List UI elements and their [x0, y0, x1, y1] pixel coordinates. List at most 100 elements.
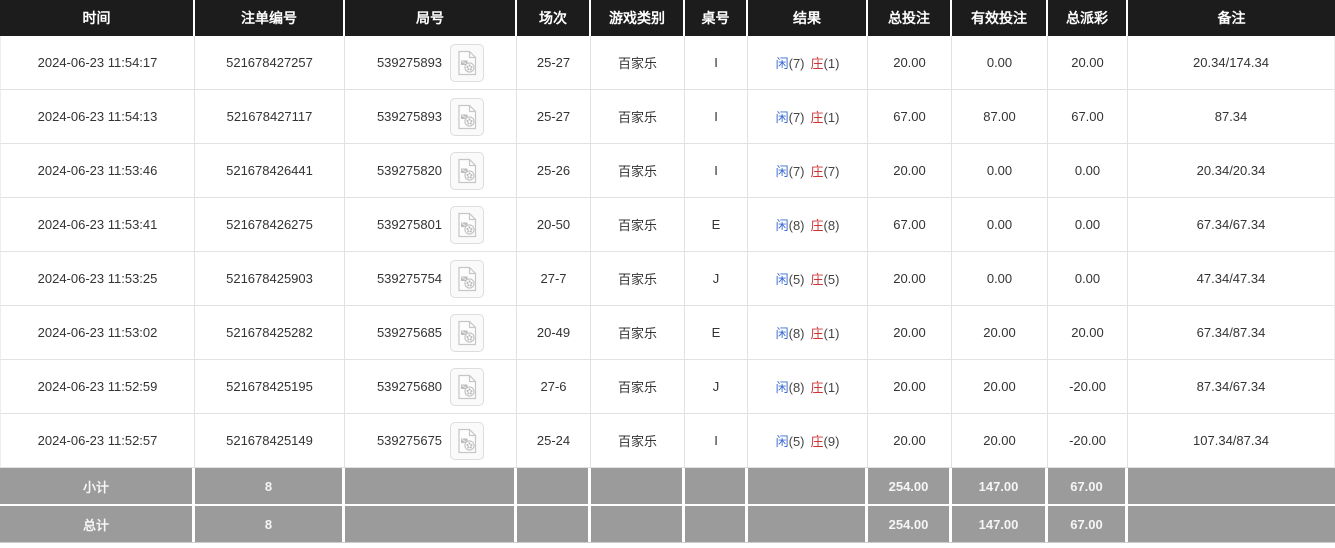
table-no-cell: I [685, 36, 748, 90]
total-payout-cell: 67.00 [1048, 90, 1128, 144]
table-no-cell: J [685, 252, 748, 306]
video-replay-button[interactable] [450, 151, 485, 190]
valid-bet-cell: 0.00 [952, 144, 1048, 198]
session-cell: 27-6 [517, 360, 591, 414]
round-id-cell: 539275893 [345, 90, 517, 144]
banker-result: 庄(1) [810, 110, 840, 125]
subtotal-total-bet: 254.00 [868, 468, 952, 504]
remark-cell: 47.34/47.34 [1128, 252, 1335, 306]
time-cell: 2024-06-23 11:54:17 [0, 36, 195, 90]
bet-id-cell: 521678427257 [195, 36, 345, 90]
table-no-cell: E [685, 198, 748, 252]
subtotal-label: 小计 [0, 468, 195, 504]
video-file-icon [458, 50, 477, 75]
result-cell: 闲(5) 庄(9) [748, 414, 868, 468]
video-replay-button[interactable] [450, 421, 485, 460]
banker-result: 庄(5) [810, 272, 840, 287]
table-no-cell: J [685, 360, 748, 414]
video-replay-button[interactable] [450, 367, 485, 406]
session-cell: 27-7 [517, 252, 591, 306]
player-result: 闲(7) [775, 110, 805, 125]
table-no-cell: I [685, 90, 748, 144]
total-bet-cell: 20.00 [868, 306, 952, 360]
session-cell: 20-50 [517, 198, 591, 252]
grand-total-label: 总计 [0, 506, 195, 542]
grand-total-total-payout: 67.00 [1048, 506, 1128, 542]
total-bet-cell: 20.00 [868, 414, 952, 468]
table-header-row: 时间 注单编号 局号 场次 游戏类别 桌号 结果 总投注 有效投注 总派彩 备注 [0, 0, 1335, 36]
time-cell: 2024-06-23 11:53:41 [0, 198, 195, 252]
valid-bet-cell: 0.00 [952, 198, 1048, 252]
video-file-icon [458, 158, 477, 183]
result-cell: 闲(7) 庄(7) [748, 144, 868, 198]
footer-divider [0, 504, 1335, 506]
result-cell: 闲(7) 庄(1) [748, 36, 868, 90]
time-cell: 2024-06-23 11:53:25 [0, 252, 195, 306]
column-header-time: 时间 [0, 0, 195, 36]
time-cell: 2024-06-23 11:52:57 [0, 414, 195, 468]
table-body: 2024-06-23 11:54:17 521678427257 5392758… [0, 36, 1335, 468]
video-file-icon [458, 266, 477, 291]
bet-id-cell: 521678425282 [195, 306, 345, 360]
remark-cell: 87.34 [1128, 90, 1335, 144]
bet-id-cell: 521678426441 [195, 144, 345, 198]
round-id: 539275801 [376, 217, 443, 232]
video-replay-button[interactable] [450, 43, 485, 82]
column-header-total-payout: 总派彩 [1048, 0, 1128, 36]
round-id: 539275680 [376, 379, 443, 394]
banker-result: 庄(8) [810, 218, 840, 233]
table-row: 2024-06-23 11:53:46 521678426441 5392758… [0, 144, 1335, 198]
bet-id-cell: 521678425195 [195, 360, 345, 414]
game-type-cell: 百家乐 [591, 360, 685, 414]
time-cell: 2024-06-23 11:54:13 [0, 90, 195, 144]
column-header-session: 场次 [517, 0, 591, 36]
video-replay-button[interactable] [450, 313, 485, 352]
total-payout-cell: 0.00 [1048, 144, 1128, 198]
video-file-icon [458, 212, 477, 237]
time-cell: 2024-06-23 11:53:46 [0, 144, 195, 198]
remark-cell: 67.34/67.34 [1128, 198, 1335, 252]
video-replay-button[interactable] [450, 97, 485, 136]
column-header-remark: 备注 [1128, 0, 1335, 36]
column-header-result: 结果 [748, 0, 868, 36]
bet-id-cell: 521678426275 [195, 198, 345, 252]
round-id: 539275685 [376, 325, 443, 340]
result-cell: 闲(8) 庄(1) [748, 306, 868, 360]
result-cell: 闲(7) 庄(1) [748, 90, 868, 144]
table-row: 2024-06-23 11:53:25 521678425903 5392757… [0, 252, 1335, 306]
bet-id-cell: 521678427117 [195, 90, 345, 144]
video-replay-button[interactable] [450, 205, 485, 244]
video-file-icon [458, 374, 477, 399]
grand-total-valid-bet: 147.00 [952, 506, 1048, 542]
table-row: 2024-06-23 11:53:41 521678426275 5392758… [0, 198, 1335, 252]
column-header-round-id: 局号 [345, 0, 517, 36]
round-id-cell: 539275893 [345, 36, 517, 90]
round-id: 539275820 [376, 163, 443, 178]
valid-bet-cell: 20.00 [952, 306, 1048, 360]
game-type-cell: 百家乐 [591, 252, 685, 306]
grand-total-row: 总计 8 254.00 147.00 67.00 [0, 506, 1335, 542]
valid-bet-cell: 20.00 [952, 360, 1048, 414]
bet-id-cell: 521678425903 [195, 252, 345, 306]
banker-result: 庄(1) [810, 326, 840, 341]
time-cell: 2024-06-23 11:53:02 [0, 306, 195, 360]
grand-total-count: 8 [195, 506, 345, 542]
column-header-valid-bet: 有效投注 [952, 0, 1048, 36]
round-id: 539275893 [376, 55, 443, 70]
valid-bet-cell: 87.00 [952, 90, 1048, 144]
video-file-icon [458, 104, 477, 129]
remark-cell: 87.34/67.34 [1128, 360, 1335, 414]
game-type-cell: 百家乐 [591, 36, 685, 90]
total-payout-cell: 0.00 [1048, 252, 1128, 306]
game-type-cell: 百家乐 [591, 414, 685, 468]
table-row: 2024-06-23 11:54:17 521678427257 5392758… [0, 36, 1335, 90]
video-file-icon [458, 428, 477, 453]
remark-cell: 20.34/20.34 [1128, 144, 1335, 198]
player-result: 闲(5) [775, 434, 805, 449]
valid-bet-cell: 0.00 [952, 252, 1048, 306]
result-cell: 闲(8) 庄(1) [748, 360, 868, 414]
total-bet-cell: 67.00 [868, 198, 952, 252]
video-replay-button[interactable] [450, 259, 485, 298]
round-id: 539275675 [376, 433, 443, 448]
